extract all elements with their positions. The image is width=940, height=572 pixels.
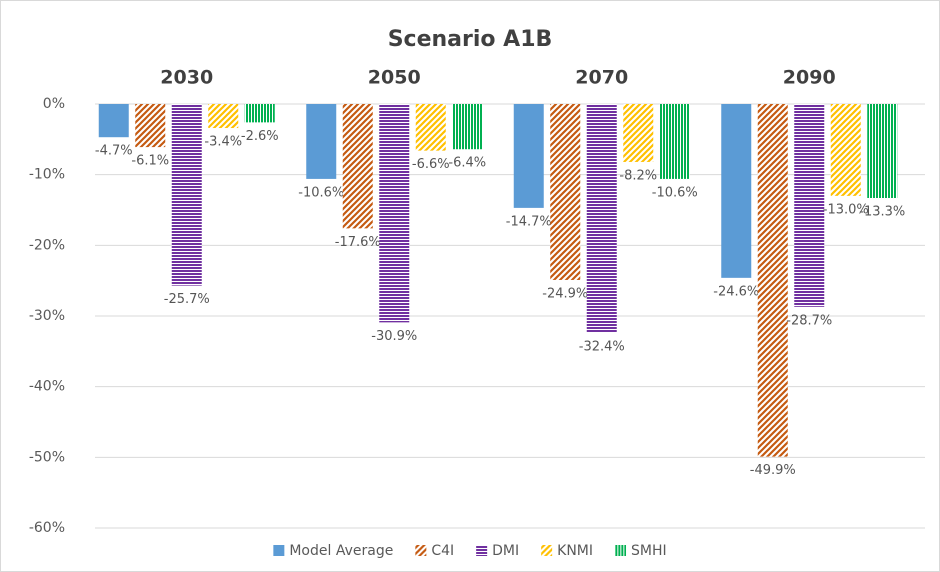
legend-swatch xyxy=(541,545,553,556)
y-tick-label: -30% xyxy=(29,308,65,324)
bar xyxy=(867,104,898,198)
bar xyxy=(342,104,373,229)
legend-label: KNMI xyxy=(557,543,593,559)
data-label: -3.4% xyxy=(204,135,242,150)
data-label: -6.4% xyxy=(448,156,486,171)
data-label: -32.4% xyxy=(579,339,625,354)
bar xyxy=(721,104,752,278)
data-label: -24.9% xyxy=(542,286,588,301)
data-label: -49.9% xyxy=(750,463,796,478)
bar xyxy=(98,104,129,138)
bar xyxy=(135,104,166,148)
bar xyxy=(208,104,239,129)
y-tick-label: -60% xyxy=(29,520,65,536)
bar xyxy=(794,104,825,307)
data-label: -13.3% xyxy=(859,204,905,219)
data-label: -28.7% xyxy=(786,313,832,328)
bar xyxy=(415,104,446,151)
bar xyxy=(659,104,690,179)
bar xyxy=(550,104,581,280)
y-tick-label: 0% xyxy=(43,96,65,112)
y-tick-label: -50% xyxy=(29,449,65,465)
bar xyxy=(830,104,861,196)
category-label: 2090 xyxy=(783,67,836,89)
bar xyxy=(171,104,202,286)
legend-label: Model Average xyxy=(289,543,393,559)
bar xyxy=(513,104,544,208)
data-label: -4.7% xyxy=(95,144,133,159)
data-label: -13.0% xyxy=(823,202,869,217)
category-label: 2030 xyxy=(160,67,213,89)
data-label: -17.6% xyxy=(335,235,381,250)
data-label: -10.6% xyxy=(298,185,344,200)
data-label: -6.1% xyxy=(131,154,169,169)
category-label: 2050 xyxy=(368,67,421,89)
legend-label: C4I xyxy=(431,543,454,559)
legend: Model Average C4I DMI KNMI SMHI xyxy=(273,543,667,559)
y-tick-label: -10% xyxy=(29,167,65,183)
data-label: -2.6% xyxy=(241,129,279,144)
legend-label: SMHI xyxy=(631,543,667,559)
data-label: -25.7% xyxy=(164,292,210,307)
bar xyxy=(757,104,788,457)
data-label: -8.2% xyxy=(619,168,657,183)
data-label: -30.9% xyxy=(371,329,417,344)
data-label: -24.6% xyxy=(713,284,759,299)
bar xyxy=(244,104,275,123)
chart-title: Scenario A1B xyxy=(388,27,553,52)
bar xyxy=(586,104,617,333)
data-label: -10.6% xyxy=(652,185,698,200)
data-label: -14.7% xyxy=(506,214,552,229)
legend-swatch xyxy=(415,545,427,556)
legend-swatch xyxy=(273,545,285,556)
legend-swatch xyxy=(615,545,627,556)
legend-swatch xyxy=(476,545,488,556)
legend-label: DMI xyxy=(492,543,519,559)
bar xyxy=(306,104,337,179)
bar xyxy=(623,104,654,162)
bar xyxy=(452,104,483,150)
category-label: 2070 xyxy=(575,67,628,89)
bar xyxy=(379,104,410,323)
y-tick-label: -40% xyxy=(29,379,65,395)
data-label: -6.6% xyxy=(412,157,450,172)
y-tick-label: -20% xyxy=(29,237,65,253)
